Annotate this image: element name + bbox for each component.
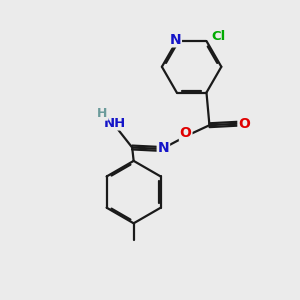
Text: O: O <box>238 117 250 131</box>
Text: N: N <box>169 33 181 46</box>
Text: NH: NH <box>104 117 126 130</box>
Text: Cl: Cl <box>212 30 226 43</box>
Text: N: N <box>158 141 169 155</box>
Text: H: H <box>97 107 108 120</box>
Text: O: O <box>180 126 192 140</box>
